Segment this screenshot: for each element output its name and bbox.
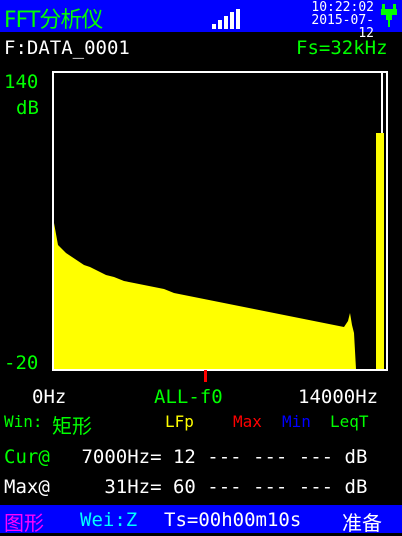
y-axis-min-label: -20 — [4, 352, 39, 374]
file-name: F:DATA_0001 — [4, 37, 130, 59]
signal-bars-icon — [212, 9, 242, 29]
cursor-readout-label: Cur@ — [4, 446, 50, 468]
max-readout-values: 31Hz= 60 --- --- --- dB — [70, 476, 368, 498]
spectrum-frame — [52, 71, 388, 371]
sample-rate: Fs=32kHz — [296, 37, 388, 59]
mode-button[interactable]: 图形 — [4, 511, 44, 535]
clock-time: 10:22:02 — [311, 0, 374, 15]
time-step-status[interactable]: Ts=00h00m10s — [164, 509, 302, 531]
run-state-status: 准备 — [342, 511, 382, 535]
max-readout-label: Max@ — [4, 476, 50, 498]
window-type[interactable]: 矩形 — [52, 414, 92, 438]
frequency-cursor[interactable] — [204, 370, 207, 382]
cursor-readout-values: 7000Hz= 12 --- --- --- dB — [70, 446, 368, 468]
app-title: FFT分析仪 — [4, 8, 103, 33]
y-axis-unit: dB — [16, 97, 39, 119]
level-bar — [376, 133, 384, 369]
legend-leqt[interactable]: LeqT — [330, 412, 369, 431]
spectrum-plot[interactable] — [54, 73, 386, 369]
x-axis-start-label: 0Hz — [32, 386, 67, 408]
title-bar — [0, 0, 402, 32]
x-axis-end-label: 14000Hz — [298, 386, 379, 408]
y-axis-max-label: 140 — [4, 71, 39, 93]
legend-min[interactable]: Min — [282, 412, 311, 431]
clock: 10:22:02 2015-07-12 — [296, 1, 374, 40]
legend-max[interactable]: Max — [233, 412, 262, 431]
clock-date: 2015-07-12 — [311, 13, 374, 41]
x-axis-mode-label: ALL-f0 — [154, 386, 223, 408]
battery-icon — [381, 4, 397, 27]
status-bar — [0, 505, 402, 533]
legend-lfp[interactable]: LFp — [165, 412, 194, 431]
spectrum-area — [54, 223, 356, 369]
weighting-status[interactable]: Wei:Z — [80, 509, 138, 531]
window-label: Win: — [4, 412, 43, 431]
